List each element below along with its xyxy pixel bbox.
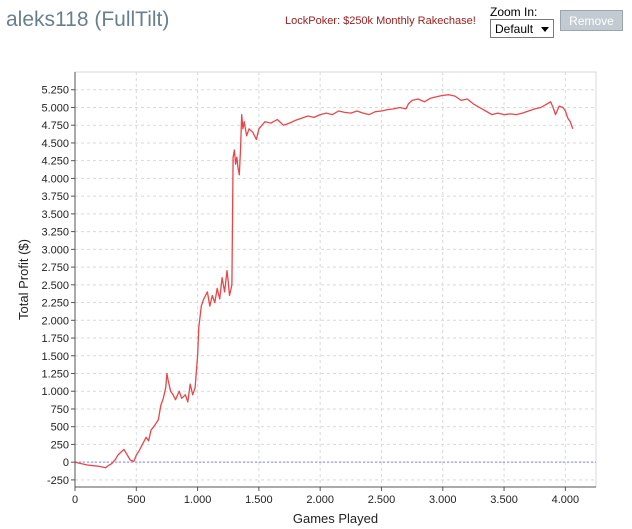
y-tick-label: 3.500 — [41, 209, 69, 221]
y-tick-label: 1.500 — [41, 351, 69, 363]
x-tick-label: 0 — [72, 494, 78, 506]
grid-horizontal — [75, 89, 596, 481]
y-tick-label: 3.750 — [41, 191, 69, 203]
page-title: aleks118 (FullTilt) — [6, 8, 170, 31]
y-tick-label: 750 — [51, 404, 69, 416]
y-tick-label: 2.500 — [41, 280, 69, 292]
promo-link[interactable]: LockPoker: $250k Monthly Rakechase! — [285, 15, 476, 27]
y-tick-labels: -250 0 250 500 750 1.000 1.250 1.500 1.750 2.000 2… — [41, 85, 75, 487]
zoom-label: Zoom In: — [490, 5, 538, 19]
y-tick-label: 4.750 — [41, 120, 69, 132]
x-tick-label: 4.000 — [552, 494, 580, 506]
y-tick-label: 500 — [51, 422, 69, 434]
zoom-select-value: Default — [495, 21, 534, 36]
y-tick-label: 2.250 — [41, 298, 69, 310]
x-tick-label: 1.000 — [184, 494, 212, 506]
remove-button[interactable]: Remove — [560, 10, 623, 31]
chevron-down-icon — [541, 27, 549, 32]
y-axis-title: Total Profit ($) — [16, 239, 31, 320]
x-tick-label: 3.000 — [429, 494, 457, 506]
y-tick-label: 1.250 — [41, 368, 69, 380]
zoom-select[interactable]: Default — [490, 19, 554, 38]
y-tick-label: 250 — [51, 439, 69, 451]
y-tick-label: 0 — [63, 457, 69, 469]
y-tick-label: 1.750 — [41, 333, 69, 345]
x-tick-label: 1.500 — [245, 494, 273, 506]
y-tick-label: 5.000 — [41, 102, 69, 114]
x-axis-title: Games Played — [293, 511, 378, 526]
y-tick-label: 4.500 — [41, 138, 69, 150]
plot-area — [74, 71, 597, 488]
x-tick-label: 2.000 — [306, 494, 334, 506]
y-tick-label: 5.250 — [41, 85, 69, 97]
x-tick-labels: 0 500 1.000 1.500 2.000 2.500 3.000 3.500 4.000 — [72, 487, 579, 506]
y-tick-label: 4.000 — [41, 173, 69, 185]
series-line — [74, 94, 574, 469]
y-tick-label: 1.000 — [41, 386, 69, 398]
x-tick-label: 3.500 — [490, 494, 518, 506]
y-tick-label: 2.000 — [41, 315, 69, 327]
y-tick-label: -250 — [47, 475, 69, 487]
x-tick-label: 2.500 — [368, 494, 396, 506]
y-tick-label: 4.250 — [41, 156, 69, 168]
y-tick-label: 3.250 — [41, 227, 69, 239]
x-tick-label: 500 — [127, 494, 145, 506]
y-tick-label: 2.750 — [41, 262, 69, 274]
y-tick-label: 3.000 — [41, 244, 69, 256]
